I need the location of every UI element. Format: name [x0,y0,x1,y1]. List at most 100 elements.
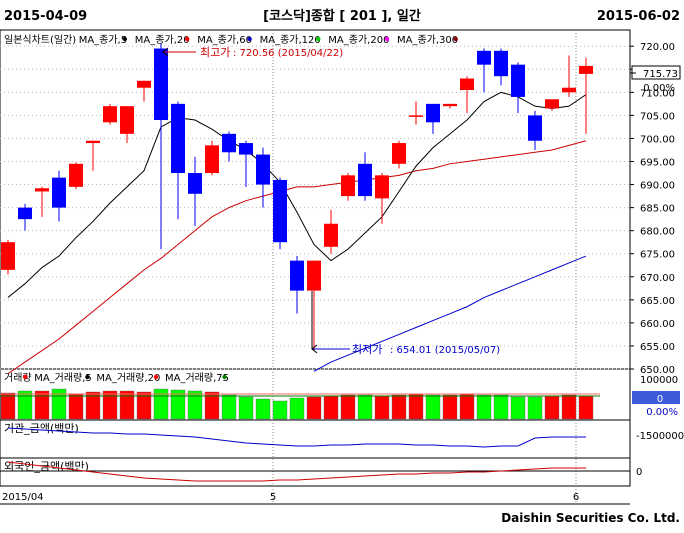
y-tick-label: 650.00 [640,365,675,376]
candle-body [35,188,49,192]
candle-body [426,103,440,123]
candle-body [477,50,491,65]
y-tick-label: 660.00 [640,319,675,330]
volume-bar [391,394,407,420]
low-annotation: 최저가 : 654.01 (2015/05/07) [311,291,500,356]
candle-body [375,175,389,199]
candle-up [324,209,338,254]
candle-down [256,147,270,208]
candle-up [443,103,457,109]
candle-body [18,207,32,220]
volume-legend-item: MA_거래량,75 [165,372,229,384]
high-annotation: 최고가 : 720.56 (2015/04/22) [162,46,343,59]
candle-up [205,140,219,176]
candle-down [52,170,66,222]
legend-swatch [316,36,321,42]
ma60-line [313,255,587,372]
volume-value-box [632,391,680,404]
volume-legend-swatch [153,374,159,380]
price-legend: 일본식차트(일간) MA_종가,5 MA_종가,20 MA_종가,60 MA_종가,12… [4,34,458,46]
volume-bar [374,395,390,420]
y-tick-label: 655.00 [640,342,675,353]
candle-up [307,260,321,351]
volume-bar [85,391,101,420]
price-y-axis: 720.00715.00710.00705.00700.00695.00690.… [630,42,675,376]
candle-down [426,103,440,134]
volume-bar [476,394,492,420]
volume-bar [204,391,220,420]
candle-down [18,203,32,231]
candle-body [307,260,321,291]
candle-body [443,103,457,107]
volume-bar [102,390,118,420]
volume-bar [0,392,16,420]
legend-swatch [384,36,390,42]
volume-current-value: 0 [657,394,663,405]
current-price: 715.73 [643,69,678,80]
x-label-june: 6 [573,492,579,503]
high-arrow [162,47,169,57]
y-tick-label: 685.00 [640,204,675,215]
foreign-y-tick: 0 [636,467,642,478]
candle-body [188,173,202,194]
candle-down [494,48,508,86]
candle-down [528,110,542,150]
candles [1,43,593,351]
candle-body [222,133,236,153]
candle-down [154,43,168,250]
chart-title: [코스닥]종합 [ 201 ], 일간 [263,8,421,24]
candle-body [290,260,304,291]
candle-body [579,65,593,74]
legend-item: MA_종가,200 [328,34,389,46]
y-tick-label: 690.00 [640,181,675,192]
candle-body [528,115,542,141]
volume-bars [0,388,594,420]
volume-bar [561,394,577,420]
volume-current-change: 0.00% [646,407,678,418]
y-tick-label: 710.00 [640,88,675,99]
low-annotation-text: : 654.01 (2015/05/07) [390,345,500,356]
candle-up [375,173,389,224]
candle-body [273,179,287,243]
candle-up [545,99,559,111]
candle-body [256,154,270,185]
y-tick-label: 720.00 [640,42,675,53]
x-label-may: 5 [270,492,276,503]
candle-body [358,163,372,197]
inst-panel-frame [0,419,631,459]
y-tick-label: 700.00 [640,134,675,145]
y-tick-label: 670.00 [640,273,675,284]
volume-bar [510,396,526,420]
legend-item: MA_종가,60 [197,34,252,46]
volume-bar [289,397,305,420]
volume-legend-swatch [222,374,227,380]
candle-up [562,55,576,97]
volume-bar [221,394,237,420]
volume-bar [255,398,271,420]
candle-body [494,50,508,77]
candle-up [86,140,100,171]
candle-body [409,115,423,117]
volume-bar [136,391,152,420]
candle-body [1,242,15,270]
candle-up [103,103,117,125]
volume-bar [17,390,33,420]
candle-down [358,152,372,201]
volume-bar [357,394,373,420]
volume-bar [272,400,288,420]
low-annotation-prefix: 최저가 [352,343,382,356]
volume-bar [119,390,135,420]
legend-item: 일본식차트(일간) [4,34,76,46]
inst-label: 기관_금액(백만) [4,422,79,435]
candle-down [477,48,491,93]
volume-legend-item: 거래량 [4,372,32,384]
inst-y-tick: -1500000 [636,431,684,442]
volume-legend-item: MA_거래량,20 [96,372,160,384]
candle-body [460,78,474,91]
volume-bar [340,394,356,420]
y-tick-label: 675.00 [640,250,675,261]
candle-up [341,173,355,201]
candle-up [392,140,406,169]
